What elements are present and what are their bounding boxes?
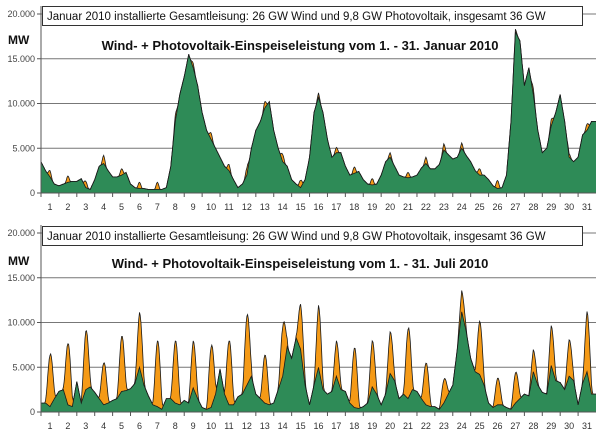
x-tick-label: 14	[278, 421, 288, 431]
y-tick-label: 5.000	[12, 143, 35, 153]
x-tick-label: 28	[528, 421, 538, 431]
x-tick-label: 29	[546, 421, 556, 431]
x-tick-label: 12	[242, 202, 252, 212]
installed-capacity-note: Januar 2010 installierte Gesamtleisung: …	[42, 6, 583, 26]
x-tick-label: 17	[331, 421, 341, 431]
x-tick-label: 2	[65, 421, 70, 431]
y-tick-label: 20.000	[7, 228, 35, 238]
x-tick-label: 19	[367, 421, 377, 431]
x-tick-label: 22	[421, 202, 431, 212]
x-tick-label: 11	[224, 421, 233, 431]
chart-title: Wind- + Photovoltaik-Einspeiseleistung v…	[101, 38, 499, 53]
x-tick-label: 3	[83, 421, 88, 431]
x-tick-label: 21	[403, 421, 413, 431]
x-tick-label: 1	[47, 421, 52, 431]
y-axis-label: MW	[8, 33, 30, 47]
x-tick-label: 7	[155, 421, 160, 431]
x-tick-label: 29	[546, 202, 556, 212]
x-tick-label: 15	[296, 421, 306, 431]
x-tick-label: 9	[191, 421, 196, 431]
x-tick-label: 13	[260, 421, 270, 431]
x-tick-label: 31	[582, 202, 592, 212]
x-tick-label: 13	[260, 202, 270, 212]
x-tick-label: 16	[313, 421, 323, 431]
x-tick-label: 26	[493, 421, 503, 431]
wind-line	[40, 30, 596, 190]
x-tick-label: 17	[331, 202, 341, 212]
x-tick-label: 20	[385, 421, 395, 431]
x-tick-label: 6	[137, 202, 142, 212]
x-tick-label: 15	[296, 202, 306, 212]
x-tick-label: 21	[403, 202, 413, 212]
y-tick-label: 0	[30, 407, 35, 417]
y-tick-label: 5.000	[12, 362, 35, 372]
x-tick-label: 8	[173, 421, 178, 431]
x-tick-label: 28	[528, 202, 538, 212]
x-tick-label: 14	[278, 202, 288, 212]
x-tick-label: 10	[206, 421, 216, 431]
x-tick-label: 10	[206, 202, 216, 212]
x-tick-label: 3	[83, 202, 88, 212]
january-chart: 0 5.000 10.000 15.000 20.000 1 2 3 4 5 6 7 8 9 10 11 12 1…	[7, 6, 596, 212]
chart-title: Wind- + Photovoltaik-Einspeiseleistung v…	[111, 256, 489, 271]
y-tick-label: 15.000	[7, 54, 35, 64]
wind-area	[41, 31, 596, 194]
x-tick-label: 25	[475, 202, 485, 212]
y-tick-label: 0	[30, 188, 35, 198]
y-tick-label: 20.000	[7, 9, 35, 19]
y-tick-label: 10.000	[7, 318, 35, 328]
x-tick-label: 22	[421, 421, 431, 431]
x-tick-label: 2	[65, 202, 70, 212]
x-tick-label: 27	[510, 421, 520, 431]
x-tick-label: 25	[475, 421, 485, 431]
x-tick-label: 9	[191, 202, 196, 212]
x-tick-label: 23	[439, 202, 449, 212]
x-tick-label: 26	[493, 202, 503, 212]
x-tick-label: 30	[564, 202, 574, 212]
wind-area	[41, 311, 596, 412]
y-tick-label: 10.000	[7, 99, 35, 109]
x-tick-label: 6	[137, 421, 142, 431]
x-tick-label: 18	[349, 202, 359, 212]
y-axis-label: MW	[8, 254, 30, 268]
x-tick-label: 19	[367, 202, 377, 212]
x-tick-label: 31	[582, 421, 592, 431]
x-tick-label: 24	[457, 202, 467, 212]
july-chart: 0 5.000 10.000 15.000 20.000 1 2 3 4 5 6 7 8 9 10 11 12 1…	[0, 220, 600, 441]
x-tick-label: 5	[119, 421, 124, 431]
x-tick-label: 4	[101, 202, 106, 212]
x-tick-label: 4	[101, 421, 106, 431]
x-tick-label: 11	[224, 202, 233, 212]
x-tick-label: 20	[385, 202, 395, 212]
x-tick-label: 18	[349, 421, 359, 431]
x-tick-label: 23	[439, 421, 449, 431]
x-tick-label: 5	[119, 202, 124, 212]
x-tick-label: 1	[47, 202, 52, 212]
y-tick-label: 15.000	[7, 273, 35, 283]
x-tick-label: 8	[173, 202, 178, 212]
installed-capacity-note: Januar 2010 installierte Gesamtleisung: …	[42, 226, 583, 246]
wind-line	[41, 311, 596, 410]
x-tick-label: 16	[313, 202, 323, 212]
x-tick-label: 27	[510, 202, 520, 212]
x-tick-label: 7	[155, 202, 160, 212]
x-tick-label: 12	[242, 421, 252, 431]
x-tick-label: 24	[457, 421, 467, 431]
x-tick-label: 30	[564, 421, 574, 431]
